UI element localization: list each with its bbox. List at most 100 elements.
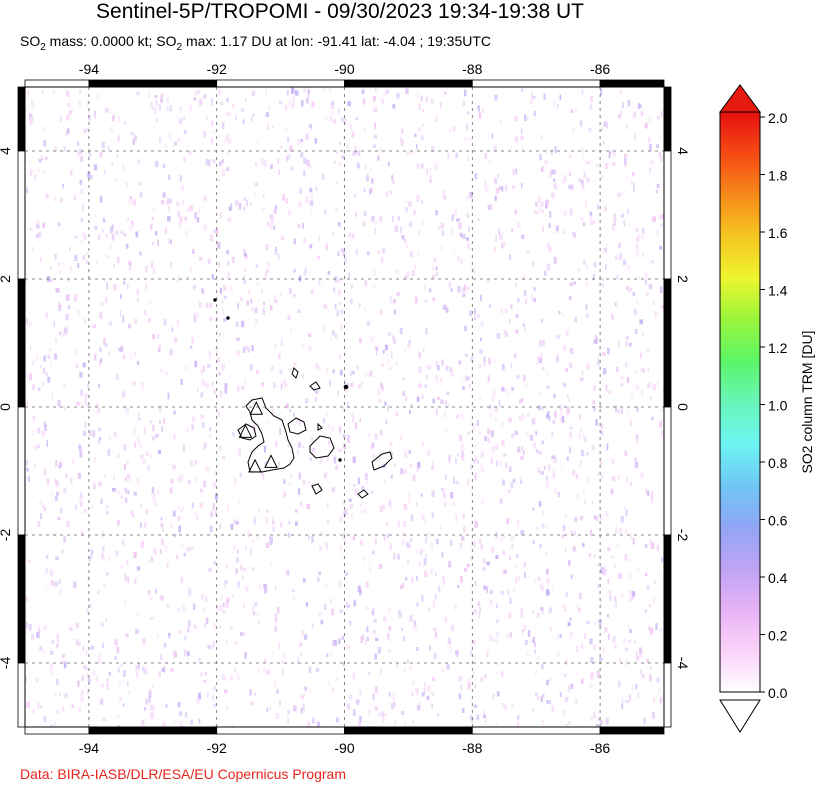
so2-pixel <box>470 356 474 362</box>
so2-pixel <box>166 106 169 112</box>
so2-pixel <box>208 159 211 167</box>
so2-pixel <box>263 583 267 589</box>
so2-pixel <box>79 450 83 458</box>
so2-pixel <box>51 392 54 399</box>
so2-pixel <box>280 339 283 347</box>
so2-pixel <box>382 504 385 510</box>
so2-pixel <box>431 145 435 152</box>
so2-pixel <box>556 355 559 363</box>
so2-pixel <box>532 540 535 545</box>
so2-pixel <box>401 235 405 240</box>
so2-pixel <box>117 453 120 459</box>
so2-pixel <box>331 110 334 116</box>
so2-pixel <box>568 184 572 189</box>
so2-pixel <box>540 353 543 360</box>
so2-pixel <box>582 542 585 547</box>
so2-pixel <box>151 216 154 221</box>
so2-pixel <box>534 210 538 214</box>
so2-pixel <box>358 150 361 157</box>
so2-pixel <box>157 489 160 496</box>
so2-pixel <box>152 207 156 212</box>
so2-pixel <box>161 667 165 672</box>
so2-pixel <box>282 668 284 676</box>
so2-pixel <box>56 643 59 648</box>
so2-pixel <box>466 195 468 201</box>
so2-pixel <box>172 510 176 517</box>
so2-pixel <box>213 229 216 233</box>
so2-pixel <box>45 193 49 199</box>
so2-pixel <box>325 542 328 550</box>
so2-pixel <box>626 208 630 215</box>
so2-pixel <box>302 342 305 349</box>
so2-pixel <box>645 273 648 280</box>
so2-pixel <box>98 653 101 660</box>
so2-pixel <box>223 318 227 322</box>
so2-pixel <box>137 663 140 670</box>
so2-pixel <box>128 323 131 327</box>
so2-pixel <box>216 357 221 363</box>
so2-pixel <box>515 329 519 334</box>
so2-pixel <box>177 506 181 510</box>
so2-pixel <box>662 387 664 392</box>
so2-pixel <box>265 517 269 524</box>
so2-pixel <box>191 502 194 509</box>
so2-pixel <box>377 647 382 654</box>
so2-pixel <box>387 633 390 637</box>
so2-pixel <box>416 466 419 473</box>
so2-pixel <box>193 313 196 321</box>
so2-pixel <box>180 473 184 480</box>
so2-pixel <box>474 308 476 315</box>
so2-pixel <box>540 406 544 411</box>
so2-pixel <box>389 442 393 446</box>
so2-pixel <box>614 595 617 601</box>
so2-pixel <box>431 274 435 280</box>
so2-pixel <box>99 195 103 203</box>
so2-pixel <box>635 655 640 661</box>
so2-pixel <box>461 450 464 458</box>
so2-pixel <box>651 711 655 719</box>
so2-pixel <box>183 116 186 121</box>
so2-pixel <box>369 189 372 195</box>
so2-pixel <box>235 557 240 563</box>
so2-pixel <box>520 182 523 189</box>
so2-pixel <box>106 572 109 576</box>
so2-pixel <box>388 608 392 613</box>
so2-pixel <box>169 105 172 112</box>
so2-pixel <box>359 540 364 546</box>
so2-pixel <box>517 298 520 303</box>
so2-pixel <box>407 558 409 565</box>
so2-pixel <box>106 678 109 682</box>
so2-pixel <box>341 635 345 640</box>
so2-pixel <box>600 175 604 180</box>
so2-pixel <box>416 195 420 202</box>
so2-pixel <box>178 525 181 533</box>
so2-pixel <box>427 607 431 612</box>
so2-pixel <box>167 392 170 400</box>
so2-pixel <box>562 709 565 716</box>
so2-pixel <box>45 588 47 593</box>
so2-pixel <box>549 700 551 705</box>
so2-pixel <box>603 120 606 127</box>
so2-pixel <box>169 132 172 139</box>
so2-pixel <box>170 522 173 529</box>
so2-pixel <box>63 661 67 669</box>
so2-pixel <box>351 411 355 416</box>
so2-pixel <box>374 88 377 93</box>
so2-pixel <box>617 192 620 198</box>
so2-pixel <box>242 567 246 572</box>
so2-pixel <box>584 200 587 207</box>
so2-pixel <box>224 581 226 588</box>
so2-pixel <box>552 419 556 425</box>
so2-pixel <box>363 211 367 216</box>
so2-pixel <box>67 278 71 283</box>
so2-pixel <box>136 298 139 302</box>
so2-pixel <box>148 560 151 564</box>
so2-pixel <box>439 525 442 531</box>
colorbar <box>719 111 761 693</box>
so2-pixel <box>429 645 431 651</box>
so2-pixel <box>112 487 116 492</box>
map-frame <box>17 79 672 735</box>
so2-pixel <box>416 143 418 150</box>
so2-pixel <box>297 224 301 228</box>
so2-pixel <box>355 150 358 154</box>
